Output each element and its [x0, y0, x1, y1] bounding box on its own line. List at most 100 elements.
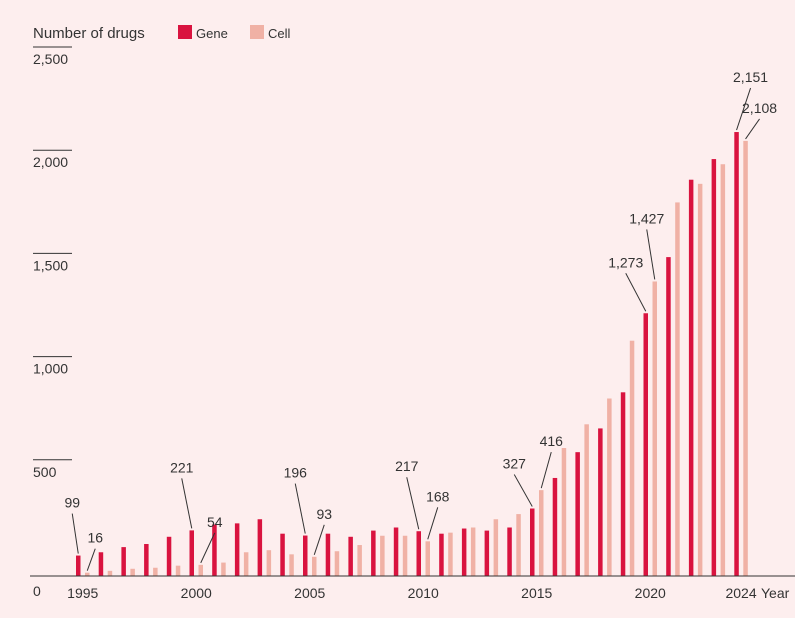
bar-cell-1995 [85, 572, 90, 576]
annotation-leader [200, 532, 216, 564]
bar-cell-2011 [448, 532, 453, 576]
data-label-gene-2020: 1,273 [608, 254, 643, 270]
legend-swatch-cell [250, 25, 264, 39]
data-label-cell-2005: 93 [316, 506, 332, 522]
bar-gene-2012 [461, 528, 467, 576]
bar-cell-2004 [289, 554, 294, 576]
y-tick-label: 1,500 [33, 257, 68, 273]
bar-gene-1997 [121, 547, 126, 576]
bar-cell-2019 [629, 340, 635, 576]
legend-label-cell: Cell [268, 26, 291, 41]
bar-cell-2000 [198, 564, 203, 576]
bar-cell-1999 [175, 565, 181, 576]
bar-gene-2017 [575, 452, 580, 576]
x-tick-label: 2020 [635, 585, 666, 601]
bar-gene-2000 [189, 530, 194, 576]
data-label-gene-2024: 2,151 [733, 69, 768, 85]
bar-cell-2017 [584, 424, 589, 576]
bar-cell-2015 [539, 490, 544, 576]
data-label-cell-2000: 54 [207, 514, 223, 530]
bars [76, 132, 748, 576]
x-tick-label: 2015 [521, 585, 552, 601]
y-tick-label: 1,000 [33, 361, 68, 377]
bar-gene-2014 [507, 527, 512, 576]
y-tick-label: 2,500 [33, 51, 68, 67]
bar-cell-2008 [380, 535, 385, 576]
data-label-cell-2015: 416 [540, 433, 564, 449]
bar-cell-2009 [402, 535, 408, 576]
annotation-leader [745, 118, 760, 140]
annotation-leader [513, 474, 533, 507]
x-tick-label: 2010 [408, 585, 439, 601]
annotation-leader [625, 273, 647, 312]
y-axis-label: Number of drugs [33, 25, 145, 42]
bar-gene-2019 [620, 392, 626, 576]
bar-cell-2012 [470, 527, 476, 576]
data-label-gene-2000: 221 [170, 459, 194, 475]
bar-gene-1999 [166, 536, 172, 576]
legend-label-gene: Gene [196, 26, 228, 41]
bar-gene-2001 [212, 524, 217, 576]
bar-gene-2013 [484, 530, 490, 576]
bar-cell-1998 [153, 567, 158, 576]
bar-cell-2014 [516, 514, 521, 576]
bar-cell-2024 [743, 140, 748, 576]
bar-cell-2018 [607, 398, 612, 576]
bar-gene-2007 [348, 536, 353, 576]
legend: Number of drugs Gene Cell [33, 25, 291, 42]
bar-gene-2008 [371, 530, 376, 576]
annotation-leader [71, 513, 79, 554]
y-tick-label: 500 [33, 464, 57, 480]
x-tick-label: 1995 [67, 585, 98, 601]
bar-cell-2020 [652, 281, 657, 576]
annotation-leader [540, 452, 552, 489]
bar-gene-2011 [439, 533, 444, 576]
y-tick-label: 0 [33, 583, 41, 599]
bar-gene-1996 [98, 552, 104, 576]
bar-gene-2018 [598, 428, 603, 576]
bar-gene-2010 [416, 531, 421, 576]
y-tick-label: 2,000 [33, 154, 68, 170]
annotation-leader [313, 524, 325, 555]
bar-cell-2010 [425, 541, 430, 576]
bar-cell-2002 [243, 552, 249, 576]
data-label-cell-2020: 1,427 [629, 210, 664, 226]
annotation-leader [427, 507, 439, 540]
legend-swatch-gene [178, 25, 192, 39]
bar-cell-1997 [130, 568, 135, 576]
bar-gene-2016 [552, 477, 558, 576]
bar-gene-2020 [643, 313, 648, 576]
data-label-gene-1995: 99 [64, 495, 80, 511]
bar-cell-2022 [697, 183, 703, 576]
bar-gene-1998 [144, 544, 149, 576]
bar-gene-2004 [280, 533, 285, 576]
data-label-gene-2010: 217 [395, 458, 419, 474]
x-axis: 1995 2000 2005 2010 2015 2020 2024 Year [30, 575, 795, 601]
x-tick-label: 2005 [294, 585, 325, 601]
annotation-leader [86, 548, 96, 571]
annotation-leader [736, 87, 752, 131]
bar-gene-2022 [688, 179, 694, 576]
data-label-cell-2010: 168 [426, 488, 450, 504]
bar-gene-2021 [666, 257, 671, 576]
annotation-leader [646, 229, 656, 280]
x-tick-label: 2000 [181, 585, 212, 601]
data-label-gene-2005: 196 [284, 465, 308, 481]
bar-cell-2016 [561, 448, 567, 576]
annotations: 99 16 221 54 196 93 217 168 327 416 1,273 1,427 2,15… [64, 69, 777, 571]
annotation-leader [181, 478, 193, 529]
bar-gene-2015 [530, 508, 535, 576]
bar-gene-2006 [325, 533, 331, 576]
bar-gene-2024 [734, 132, 739, 576]
bar-gene-2009 [393, 527, 399, 576]
bar-gene-2002 [234, 523, 240, 576]
bar-cell-2001 [221, 562, 226, 576]
bar-gene-2023 [711, 159, 717, 576]
bar-gene-2003 [257, 519, 263, 576]
bar-cell-2013 [493, 519, 499, 576]
bar-cell-2023 [720, 164, 726, 576]
x-tick-label: 2024 [725, 585, 756, 601]
bar-cell-1996 [107, 570, 113, 576]
bar-gene-2005 [303, 535, 308, 576]
